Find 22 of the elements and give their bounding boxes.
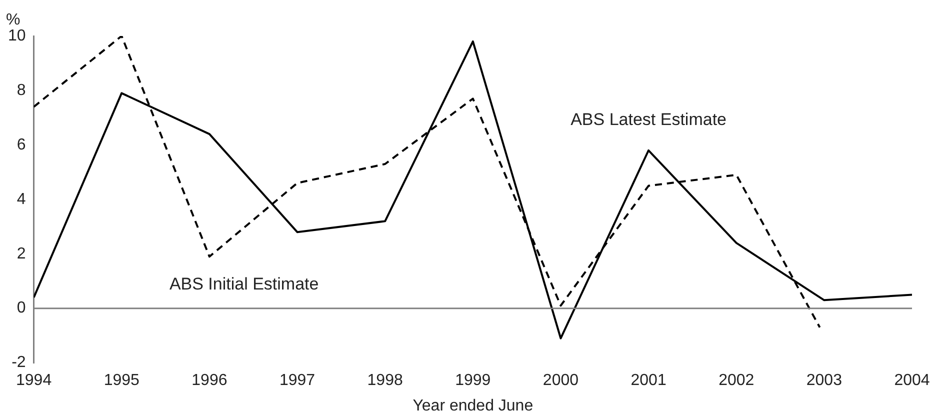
y-axis-title: %	[6, 11, 20, 28]
x-tick-label: 1998	[367, 372, 403, 389]
x-tick-label: 2000	[542, 372, 579, 389]
y-tick-label: 6	[16, 136, 26, 154]
x-tick-label: 1994	[16, 372, 52, 389]
x-tick-label: 2003	[806, 372, 842, 389]
y-tick-label: 10	[8, 27, 26, 44]
y-tick-label: 2	[16, 245, 26, 262]
x-tick-label: 2004	[894, 372, 930, 389]
text: ABS Initial Estimate	[169, 274, 319, 294]
x-tick-label: 1999	[455, 372, 491, 389]
x-axis-title: Year ended June	[412, 397, 534, 414]
y-tick-label: -2	[12, 354, 26, 372]
y-tick-label: 8	[16, 82, 26, 99]
y-tick-label: 4	[16, 190, 26, 208]
x-tick-label: 1995	[104, 372, 140, 389]
x-tick-label: 1996	[192, 372, 228, 389]
x-tick-label: 2001	[630, 372, 666, 389]
series-label: ABS Latest Estimate	[570, 110, 726, 130]
x-tick-label: 1997	[279, 372, 316, 389]
x-tick-label: 2002	[718, 372, 754, 389]
y-tick-label: 0	[16, 300, 26, 317]
